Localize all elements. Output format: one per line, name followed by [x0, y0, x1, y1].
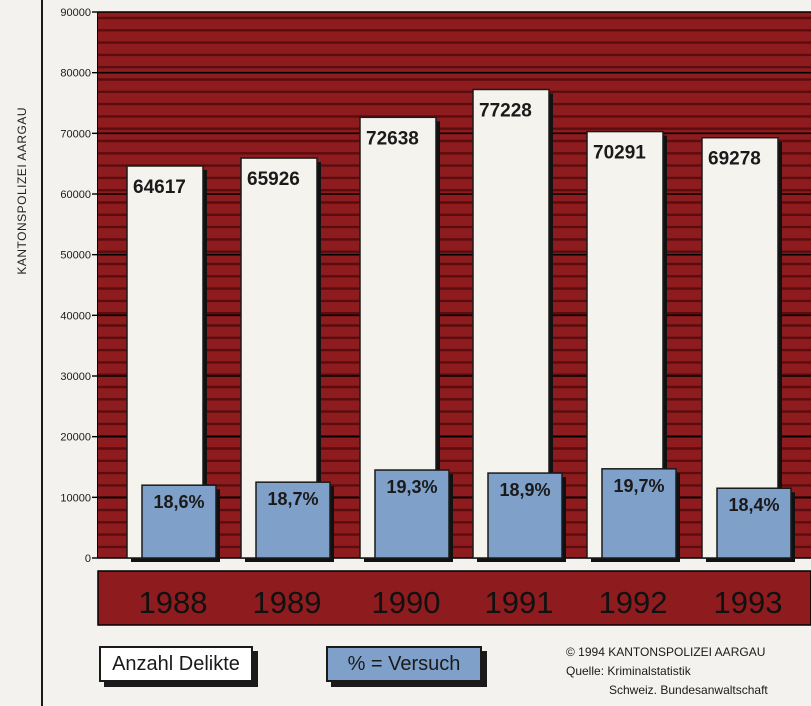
- bar-attempt-label: 18,4%: [728, 495, 779, 515]
- x-tick-label: 1992: [599, 585, 668, 620]
- bar-total-label: 70291: [593, 143, 646, 164]
- y-tick-label: 90000: [60, 7, 91, 19]
- bar-attempt-label: 19,7%: [613, 476, 664, 496]
- y-tick-label: 70000: [60, 128, 91, 140]
- bar-total-label: 65926: [247, 169, 300, 190]
- bar-total-label: 72638: [366, 128, 419, 149]
- bar-attempt-label: 19,3%: [386, 477, 437, 497]
- legend-total-offences: Anzahl Delikte: [99, 646, 253, 682]
- y-tick-label: 0: [85, 553, 91, 565]
- side-rule: [41, 0, 43, 706]
- bar-attempt: [141, 484, 217, 559]
- y-axis: 0 10000 20000 30000 40000 50000 60000 70000 8000…: [60, 7, 99, 565]
- x-tick-label: 1993: [714, 585, 783, 620]
- bar-attempt-label: 18,6%: [153, 492, 204, 512]
- x-tick-label: 1989: [253, 585, 322, 620]
- bar-attempt-label: 18,9%: [499, 480, 550, 500]
- bar-total-label: 77228: [479, 100, 532, 121]
- credit-source: Quelle: Kriminalstatistik: [566, 664, 691, 678]
- bar-total: [701, 136, 779, 559]
- bar-total-label: 69278: [708, 149, 761, 170]
- legend-attempt-percent: % = Versuch: [326, 646, 482, 682]
- credit-copyright: © 1994 KANTONSPOLIZEI AARGAU: [566, 645, 766, 659]
- bar-attempt: [716, 487, 792, 559]
- credits: © 1994 KANTONSPOLIZEI AARGAU Quelle: Kri…: [566, 643, 768, 700]
- y-tick-label: 30000: [60, 371, 91, 383]
- bar-attempt: [487, 472, 563, 559]
- category-band: [97, 570, 811, 626]
- y-tick-label: 80000: [60, 68, 91, 80]
- y-tick-label: 20000: [60, 432, 91, 444]
- plot-area: 64617 18,6% 65926 18,7% 72638 19,3% 77228 18,9%…: [98, 11, 811, 563]
- bar-attempt-label: 18,7%: [267, 489, 318, 509]
- bar-total-label: 64617: [133, 177, 186, 198]
- y-tick-label: 60000: [60, 189, 91, 201]
- bar-attempt: [601, 468, 677, 559]
- bar-chart: 0 10000 20000 30000 40000 50000 60000 70000 8000…: [60, 7, 811, 626]
- x-tick-label: 1991: [485, 585, 554, 620]
- y-tick-label: 10000: [60, 492, 91, 504]
- x-tick-label: 1990: [372, 585, 441, 620]
- x-axis: 1988 1989 1990 1991 1992 1993: [97, 570, 811, 626]
- credit-source-agency: Schweiz. Bundesanwaltschaft: [609, 683, 768, 697]
- y-tick-label: 50000: [60, 250, 91, 262]
- bar-attempt: [255, 481, 331, 559]
- y-tick-label: 40000: [60, 310, 91, 322]
- x-tick-label: 1988: [139, 585, 208, 620]
- bar-attempt: [374, 469, 450, 559]
